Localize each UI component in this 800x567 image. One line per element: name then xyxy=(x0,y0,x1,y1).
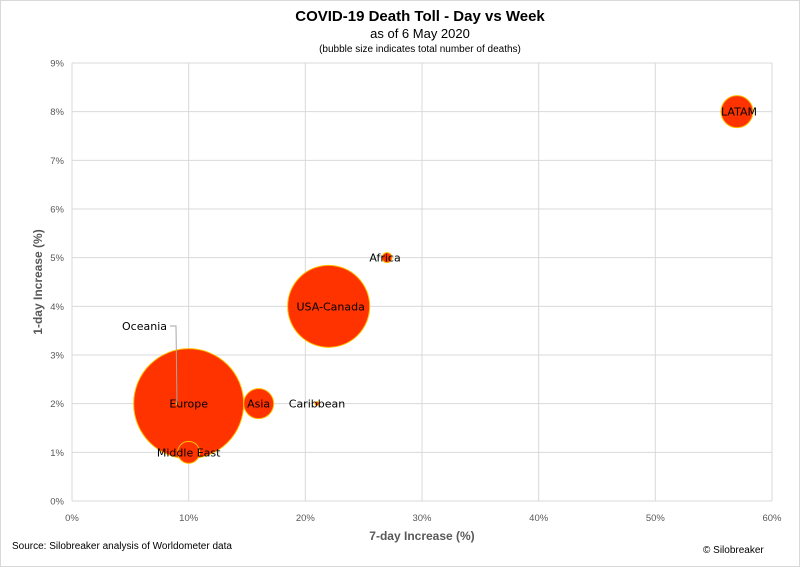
x-tick-label: 40% xyxy=(529,513,549,524)
bubble-middle-east xyxy=(177,440,201,464)
credit: © Silobreaker xyxy=(703,545,764,556)
x-tick-label: 30% xyxy=(412,513,432,524)
bubble-label: LATAM xyxy=(721,106,757,119)
chart-note: (bubble size indicates total number of d… xyxy=(319,44,521,55)
x-tick-label: 50% xyxy=(646,513,666,524)
y-tick-label: 0% xyxy=(50,497,64,508)
y-axis-ticks: 0% 1% 2% 3% 4% 5% 6% 7% 8% 9% xyxy=(50,59,64,508)
x-tick-label: 10% xyxy=(179,513,199,524)
y-tick-label: 3% xyxy=(50,351,64,362)
bubble-asia xyxy=(243,388,275,420)
bubble-label: Oceania xyxy=(122,320,167,333)
bubble-label: Africa xyxy=(369,252,400,265)
y-tick-label: 9% xyxy=(50,59,64,70)
y-tick-label: 5% xyxy=(50,253,64,264)
y-axis-title: 1-day Increase (%) xyxy=(31,229,45,334)
bubble-label: USA-Canada xyxy=(296,300,364,313)
y-tick-label: 2% xyxy=(50,399,64,410)
bubble-label: Europe xyxy=(169,398,208,411)
y-tick-label: 1% xyxy=(50,448,64,459)
x-axis-ticks: 0% 10% 20% 30% 40% 50% 60% xyxy=(65,513,782,524)
y-tick-label: 7% xyxy=(50,156,64,167)
bubble-usa-canada xyxy=(287,264,371,348)
bubble-label: Asia xyxy=(247,398,270,411)
chart-subtitle: as of 6 May 2020 xyxy=(370,26,470,41)
x-axis-title: 7-day Increase (%) xyxy=(369,529,474,543)
x-tick-label: 20% xyxy=(296,513,316,524)
bubble-latam xyxy=(720,95,754,129)
bubble-caribbean xyxy=(314,401,320,407)
bubble-labels: Europe USA-Canada LATAM Asia Middle East Afri… xyxy=(122,106,757,460)
bubble-label: Caribbean xyxy=(289,398,345,411)
leader-line xyxy=(170,325,178,404)
y-tick-label: 4% xyxy=(50,302,64,313)
y-tick-label: 8% xyxy=(50,107,64,118)
x-tick-label: 60% xyxy=(762,513,782,524)
x-tick-label: 0% xyxy=(65,513,79,524)
bubble-label: Middle East xyxy=(157,446,221,459)
y-tick-label: 6% xyxy=(50,205,64,216)
bubble-africa xyxy=(381,252,393,264)
source-note: Source: Silobreaker analysis of Worldome… xyxy=(12,541,232,552)
chart-title: COVID-19 Death Toll - Day vs Week xyxy=(295,8,545,25)
bubbles xyxy=(133,95,754,464)
